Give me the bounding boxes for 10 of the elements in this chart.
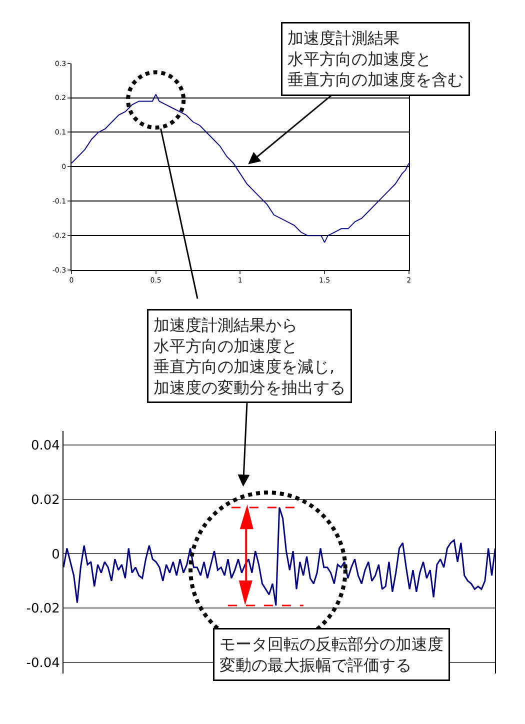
line-series <box>71 94 409 243</box>
line-series <box>64 506 496 606</box>
y-tick-label: 0.02 <box>30 492 60 508</box>
y-tick-label: -0.04 <box>26 656 60 672</box>
y-tick-label: 0 <box>52 547 60 562</box>
y-tick-label: 0.04 <box>30 438 60 454</box>
annotation: 加速度計測結果水平方向の加速度と垂直方向の加速度を含む <box>288 28 464 90</box>
y-tick-label: -0.02 <box>26 602 60 617</box>
annotation: モータ回転の反転部分の加速度変動の最大振幅で評価する <box>220 634 444 674</box>
text: 加速度計測結果から水平方向の加速度と垂直方向の加速度を減じ,加速度の変動分を抽出する <box>154 316 346 397</box>
